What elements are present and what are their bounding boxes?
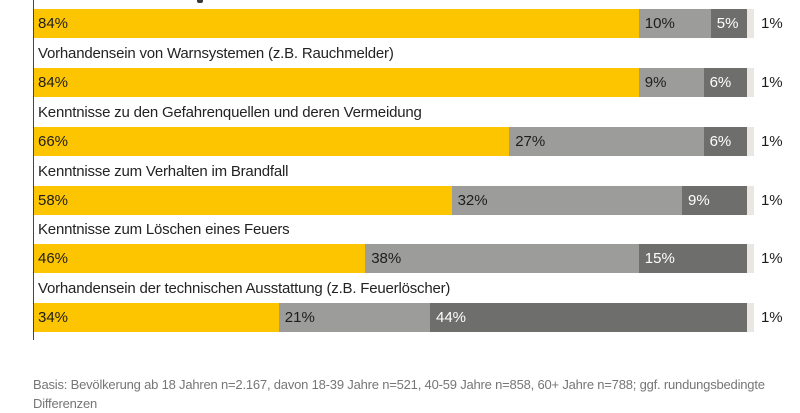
outside-value-label: 1% — [760, 74, 783, 91]
segment-value-label: 84% — [38, 15, 69, 32]
segment-value-label: 6% — [709, 133, 732, 150]
category-label: Kenntnisse zu den Gefahrenquellen und de… — [38, 104, 422, 121]
segment-value-label: 9% — [644, 74, 667, 91]
bar-segment-lightgray — [746, 186, 754, 215]
segment-value-label: 21% — [284, 309, 315, 326]
bar-segment-yellow: 66% — [34, 127, 510, 156]
bar-segment-gray: 21% — [278, 303, 430, 332]
segment-value-label: 5% — [716, 15, 739, 32]
category-label: Vorhandensein der technischen Ausstattun… — [38, 280, 451, 297]
footnote: Basis: Bevölkerung ab 18 Jahren n=2.167,… — [33, 375, 773, 413]
bar-segment-yellow: 84% — [34, 68, 639, 97]
footnote-line-2: Differenzen — [33, 396, 98, 411]
bar-segment-darkgray: 9% — [681, 186, 747, 215]
segment-value-label: 46% — [38, 250, 69, 267]
segment-value-label: 66% — [38, 133, 69, 150]
segment-value-label: 6% — [709, 74, 732, 91]
chart-row: Kenntnisse zu den Gefahrenquellen und de… — [34, 102, 800, 156]
stacked-bar: 66% 27% 6% 1% — [34, 127, 800, 156]
stacked-bar: 34% 21% 44% 1% — [34, 303, 800, 332]
stacked-bar: 84% 10% 5% 1% — [34, 9, 800, 38]
chart-row: Kenntnisse zum Löschen eines Feuers 46% … — [34, 219, 800, 273]
bar-segment-gray: 27% — [509, 127, 704, 156]
outside-value-label: 1% — [760, 133, 783, 150]
segment-value-label: 32% — [457, 192, 488, 209]
bar-segment-yellow: 84% — [34, 9, 639, 38]
bar-segment-lightgray — [746, 303, 754, 332]
footnote-line-1: Basis: Bevölkerung ab 18 Jahren n=2.167,… — [33, 377, 765, 392]
outside-value-label: 1% — [760, 15, 783, 32]
chart-row: Kenntnisse zum Verhalten im Brandfall 58… — [34, 161, 800, 215]
clipped-label-remnant — [197, 0, 203, 3]
bar-segment-lightgray — [746, 244, 754, 273]
chart-row: Vorhandensein von Warnsystemen (z.B. Rau… — [34, 43, 800, 97]
bar-segment-yellow: 58% — [34, 186, 452, 215]
chart-row: Vorhandensein der technischen Ausstattun… — [34, 278, 800, 332]
bar-segment-darkgray: 15% — [638, 244, 747, 273]
segment-value-label: 38% — [371, 250, 402, 267]
y-axis-line — [33, 0, 34, 340]
bar-segment-gray: 10% — [638, 9, 711, 38]
stacked-bar: 46% 38% 15% 1% — [34, 244, 800, 273]
bar-segment-darkgray: 44% — [429, 303, 747, 332]
segment-value-label: 9% — [687, 192, 710, 209]
bar-segment-lightgray — [746, 68, 754, 97]
bar-segment-yellow: 46% — [34, 244, 366, 273]
bar-segment-gray: 9% — [638, 68, 704, 97]
segment-value-label: 84% — [38, 74, 69, 91]
outside-value-label: 1% — [760, 192, 783, 209]
bar-segment-gray: 38% — [365, 244, 639, 273]
category-label: Kenntnisse zum Löschen eines Feuers — [38, 221, 290, 238]
bar-segment-darkgray: 5% — [710, 9, 747, 38]
outside-value-label: 1% — [760, 250, 783, 267]
category-label — [34, 0, 800, 5]
bar-segment-gray: 32% — [451, 186, 682, 215]
segment-value-label: 10% — [644, 15, 675, 32]
segment-value-label: 15% — [644, 250, 675, 267]
segment-value-label: 34% — [38, 309, 69, 326]
bar-segment-lightgray — [746, 9, 754, 38]
category-label: Kenntnisse zum Verhalten im Brandfall — [38, 163, 289, 180]
outside-value-label: 1% — [760, 309, 783, 326]
chart-row: 84% 10% 5% 1% — [34, 0, 800, 38]
bar-segment-darkgray: 6% — [703, 127, 747, 156]
stacked-bar: 58% 32% 9% 1% — [34, 186, 800, 215]
segment-value-label: 58% — [38, 192, 69, 209]
segment-value-label: 44% — [435, 309, 467, 326]
category-label: Vorhandensein von Warnsystemen (z.B. Rau… — [38, 45, 394, 62]
bar-segment-yellow: 34% — [34, 303, 279, 332]
stacked-bar: 84% 9% 6% 1% — [34, 68, 800, 97]
bar-segment-darkgray: 6% — [703, 68, 747, 97]
bar-segment-lightgray — [746, 127, 754, 156]
segment-value-label: 27% — [515, 133, 546, 150]
